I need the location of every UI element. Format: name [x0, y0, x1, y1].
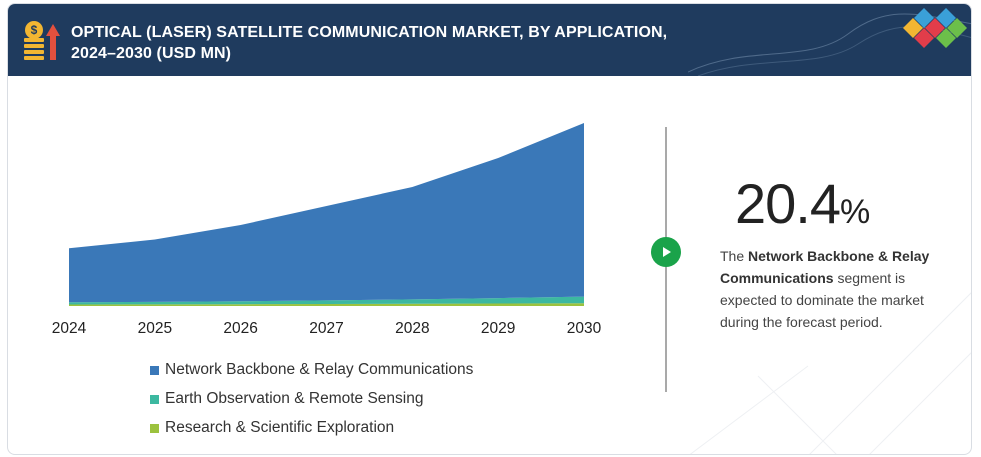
play-icon — [663, 247, 671, 257]
description-suffix: segment is expected to dominate the mark… — [720, 270, 924, 330]
header-bar: $ OPTICAL (LASER) SATELLITE COMMUNICATIO… — [8, 4, 971, 76]
legend-swatch — [150, 394, 159, 404]
legend-label: Earth Observation & Remote Sensing — [165, 389, 424, 407]
background-decoration — [689, 292, 971, 454]
area-series-earth-observation-remote-sensing — [69, 296, 584, 305]
cagr-value: 20.4 — [735, 172, 841, 235]
play-button[interactable] — [651, 237, 681, 267]
legend-label: Research & Scientific Exploration — [165, 418, 395, 436]
cagr-stat: 20.4% — [735, 171, 870, 236]
svg-text:$: $ — [31, 23, 38, 37]
x-tick-label: 2026 — [223, 320, 257, 337]
area-series-research-scientific-exploration — [69, 303, 584, 306]
brand-logo-icon — [903, 8, 967, 48]
title-line-1: OPTICAL (LASER) SATELLITE COMMUNICATION … — [71, 24, 668, 41]
legend-label: Network Backbone & Relay Communications — [165, 360, 474, 378]
chart-title: OPTICAL (LASER) SATELLITE COMMUNICATION … — [71, 22, 751, 64]
cagr-unit: % — [840, 193, 871, 231]
area-series-network-backbone-relay-communications — [69, 123, 584, 303]
chart-legend: Network Backbone & Relay Communications E… — [150, 355, 473, 442]
x-tick-label: 2025 — [138, 320, 172, 337]
legend-item: Earth Observation & Remote Sensing — [150, 384, 473, 413]
legend-swatch — [150, 423, 159, 433]
description-highlight: Network Backbone & Relay Communications — [720, 248, 930, 286]
x-tick-label: 2030 — [567, 320, 602, 337]
legend-item: Network Backbone & Relay Communications — [150, 355, 473, 384]
legend-item: Research & Scientific Exploration — [150, 413, 473, 442]
description-text: The Network Backbone & Relay Communicati… — [720, 245, 945, 333]
infographic-card: $ OPTICAL (LASER) SATELLITE COMMUNICATIO… — [7, 3, 972, 455]
x-tick-label: 2029 — [481, 320, 515, 337]
x-tick-label: 2027 — [309, 320, 343, 337]
header-decoration — [688, 8, 971, 76]
legend-swatch — [150, 365, 159, 375]
title-line-2: 2024–2030 (USD MN) — [71, 45, 232, 62]
dollar-growth-icon: $ — [24, 21, 60, 60]
x-tick-label: 2024 — [52, 320, 87, 337]
description-prefix: The — [720, 248, 749, 264]
x-tick-label: 2028 — [395, 320, 429, 337]
